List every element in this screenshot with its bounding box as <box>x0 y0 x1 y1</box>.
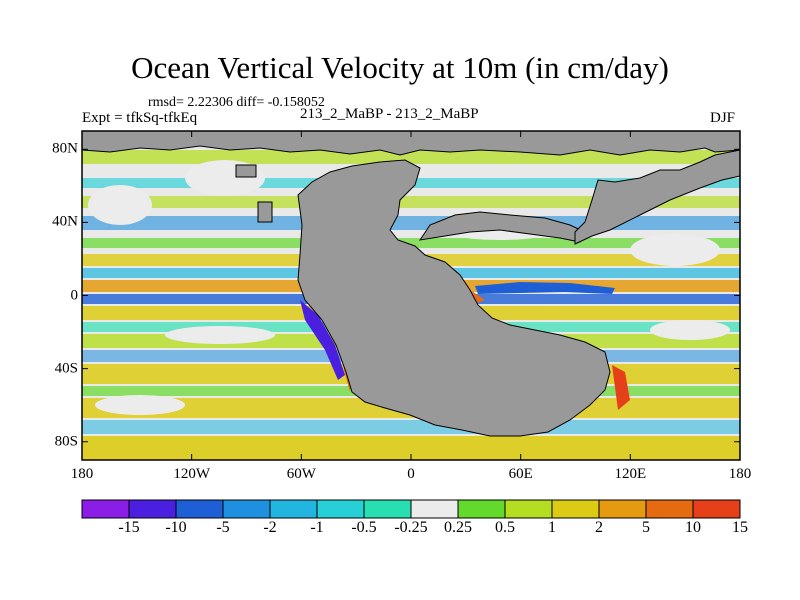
lon-tick-label: 180 <box>70 466 94 482</box>
colorbar-label: -1 <box>310 519 324 536</box>
colorbar-label: -0.5 <box>351 519 377 536</box>
colorbar-label: 0.5 <box>495 519 515 536</box>
colorbar <box>81 499 741 519</box>
experiment-label: Expt = tfkSq-tfkEq <box>82 110 198 126</box>
comparison-label: 213_2_MaBP - 213_2_MaBP <box>300 106 479 122</box>
lon-tick-label: 120W <box>173 466 210 482</box>
season-label: DJF <box>710 110 736 126</box>
colorbar-label: -5 <box>216 519 230 536</box>
colorbar-label: -2 <box>263 519 277 536</box>
field-patch <box>88 185 152 225</box>
field-equatorial-strip <box>475 282 615 294</box>
colorbar-swatch <box>175 499 224 519</box>
field-patch <box>95 395 185 415</box>
colorbar-swatch <box>692 499 741 519</box>
map-panel <box>82 131 740 460</box>
colorbar-swatch <box>316 499 365 519</box>
land-island <box>235 164 257 178</box>
lon-tick-label: 0 <box>407 466 415 482</box>
land-eastern-block <box>574 149 740 245</box>
lon-tick-label: 60E <box>508 466 533 482</box>
colorbar-swatch <box>551 499 600 519</box>
field-patch <box>165 326 275 344</box>
map-ticks <box>81 131 741 460</box>
colorbar-swatch <box>457 499 506 519</box>
colorbar-swatch <box>128 499 177 519</box>
colorbar-label: 1 <box>548 519 556 536</box>
colorbar-label: -10 <box>165 519 187 536</box>
colorbar-label: 5 <box>642 519 650 536</box>
field-band-north-2 <box>82 196 740 208</box>
field-band-north-4 <box>82 238 740 248</box>
land-island <box>257 201 273 223</box>
lon-tick-label: 60W <box>286 466 316 482</box>
land-arctic <box>82 131 740 156</box>
field-downwelling-strip <box>300 300 345 380</box>
lat-tick-label: 80S <box>54 433 78 450</box>
lat-tick-label: 40N <box>52 213 78 230</box>
lat-tick-label: 40S <box>54 360 78 377</box>
lat-tick-label: 0 <box>70 287 79 303</box>
stats-text: rmsd= 2.22306 diff= -0.158052 <box>148 95 325 110</box>
field-band-south-5 <box>82 420 740 434</box>
colorbar-label: 15 <box>732 519 748 536</box>
field-band-north-3 <box>82 216 740 230</box>
lon-tick-label: 120E <box>614 466 647 482</box>
colorbar-swatch <box>222 499 271 519</box>
colorbar-label: -15 <box>118 519 140 536</box>
field-patch <box>650 320 730 340</box>
colorbar-label: -0.25 <box>394 519 428 536</box>
colorbar-label: 2 <box>595 519 603 536</box>
colorbar-label: 10 <box>685 519 701 536</box>
field-patch <box>630 234 720 266</box>
colorbar-label: 0.25 <box>444 519 472 536</box>
lat-tick-label: 80N <box>52 140 78 157</box>
colorbar-swatch <box>645 499 694 519</box>
chart-title: Ocean Vertical Velocity at 10m (in cm/da… <box>131 50 669 85</box>
lon-tick-label: 180 <box>728 466 752 482</box>
colorbar-swatch <box>269 499 318 519</box>
field-coastal-upwelling <box>612 365 630 410</box>
field-band-arctic <box>82 150 740 164</box>
colorbar-swatch <box>81 499 130 519</box>
colorbar-swatch <box>598 499 647 519</box>
colorbar-swatch <box>504 499 553 519</box>
colorbar-swatch <box>363 499 412 519</box>
land-continent <box>297 159 611 437</box>
colorbar-swatch <box>410 499 459 519</box>
